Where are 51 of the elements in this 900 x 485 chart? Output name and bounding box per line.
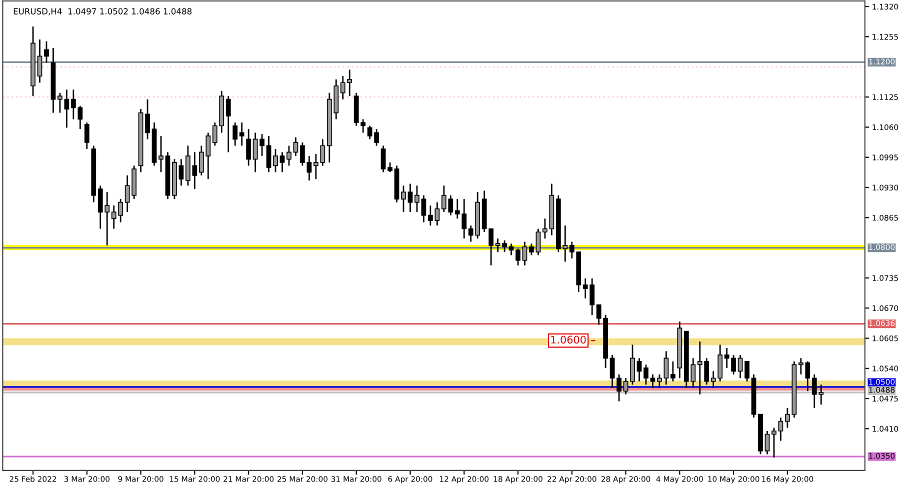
candlestick (286, 145, 292, 166)
candlestick (495, 238, 500, 253)
candlestick (536, 228, 541, 256)
candlestick (421, 194, 426, 223)
candlestick (388, 162, 392, 173)
candlestick (414, 184, 420, 213)
candlestick (657, 374, 662, 389)
candlestick (664, 350, 669, 386)
candlestick (252, 132, 258, 173)
candlestick (158, 135, 164, 173)
candlestick (273, 148, 278, 173)
candlestick (610, 354, 615, 389)
candlestick (84, 122, 90, 150)
candlestick (260, 133, 264, 157)
candlestick (44, 40, 49, 64)
candlestick (239, 122, 244, 146)
text: EURUSD,H4 1.0497 1.0502 1.0486 1.0488 (14, 8, 192, 16)
candlestick (280, 152, 285, 173)
candlestick (178, 158, 184, 186)
candlestick (630, 344, 635, 386)
candlestick (145, 98, 150, 140)
candlestick (778, 416, 784, 442)
candlestick (226, 95, 231, 153)
candlestick (232, 122, 238, 146)
candlestick (266, 135, 272, 173)
candlestick (374, 128, 379, 146)
candlestick (764, 430, 770, 455)
candlestick (58, 92, 62, 114)
candlestick (529, 242, 534, 256)
candlestick (738, 354, 743, 379)
candlestick (744, 360, 750, 382)
candlestick (401, 184, 406, 213)
candlestick (367, 125, 372, 140)
candlestick (516, 248, 520, 266)
candlestick (246, 128, 252, 166)
candlestick (623, 377, 628, 396)
candlestick (508, 242, 514, 256)
candlestick (380, 145, 386, 173)
candlestick (772, 427, 776, 458)
candlestick (616, 374, 622, 402)
candlestick (408, 183, 413, 213)
candlestick (37, 38, 42, 84)
candlestick (644, 364, 648, 386)
candlestick (522, 241, 528, 266)
annotation: 1.0600 (551, 336, 586, 344)
candlestick (650, 374, 656, 389)
candlestick (636, 357, 642, 382)
candlestick (64, 88, 70, 128)
candlestick (293, 136, 298, 157)
candlestick (502, 240, 507, 253)
candlestick (670, 360, 676, 382)
